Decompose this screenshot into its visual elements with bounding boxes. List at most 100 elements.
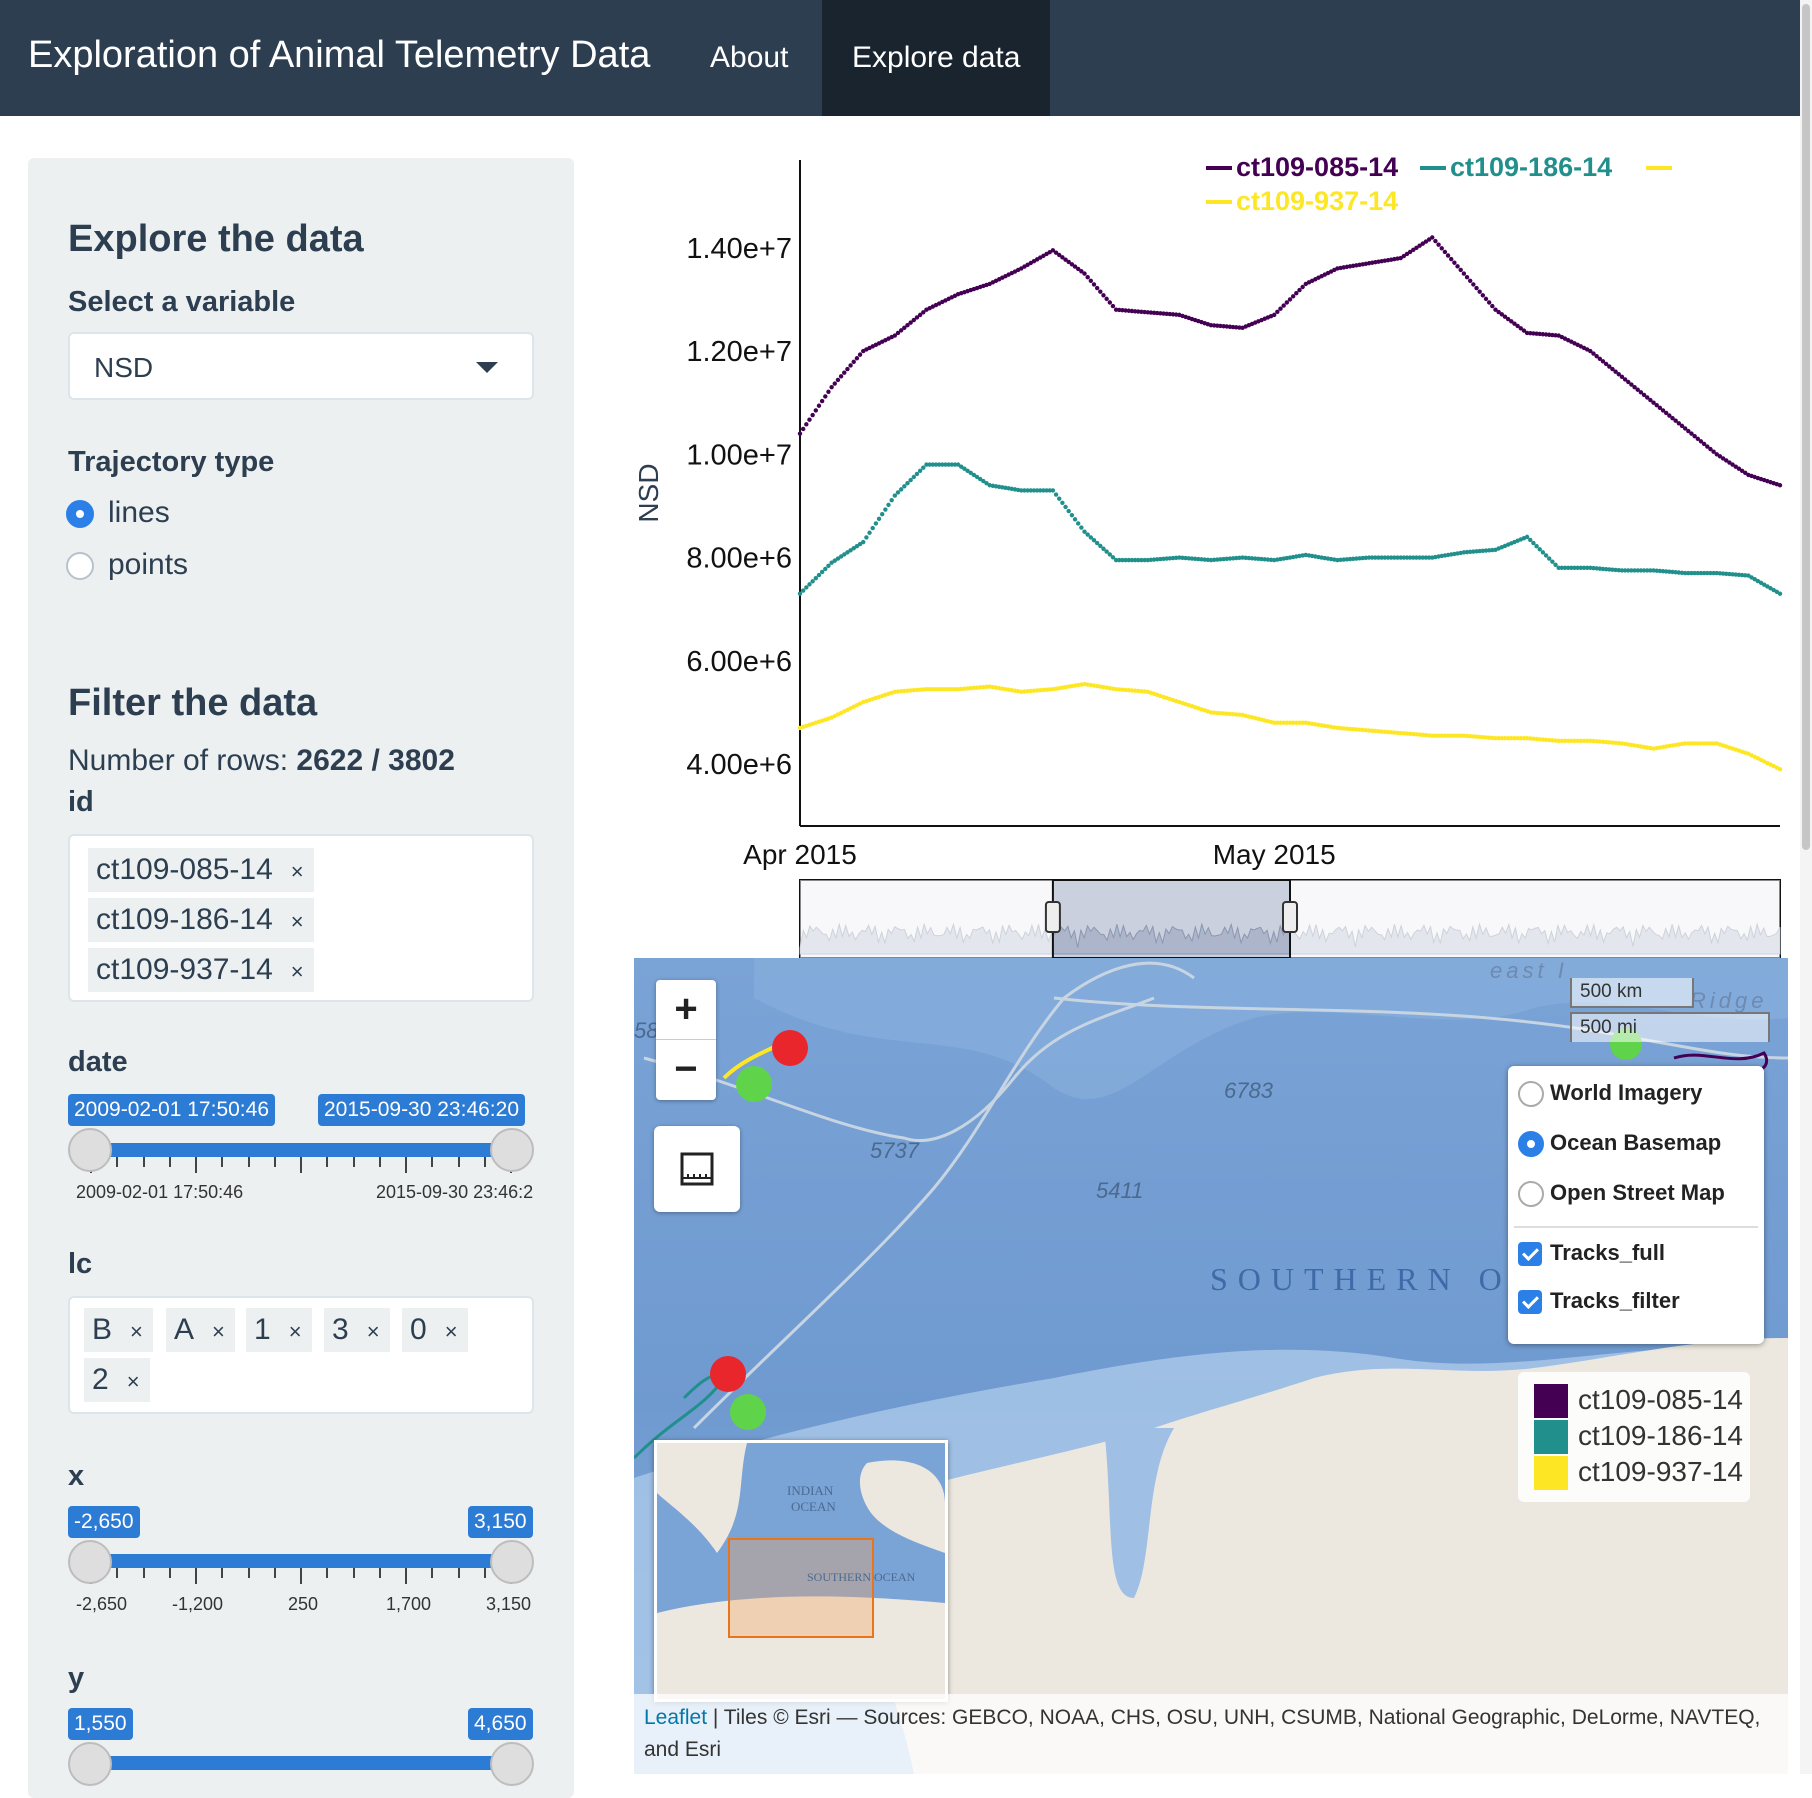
basemap-osm[interactable]: Open Street Map [1518,1180,1725,1208]
data-point [1445,733,1451,738]
leaflet-link[interactable]: Leaflet [644,1706,708,1729]
data-point [968,470,973,476]
date-slider-handle-to[interactable] [490,1128,534,1172]
tracks-map[interactable]: 6783 5737 5411 58 SOUTHERN O Ridge east … [634,958,1788,1774]
y-slider-track[interactable] [90,1756,510,1770]
data-point [1458,733,1463,738]
nsd-plot[interactable]: 1.40e+7 1.20e+7 1.00e+7 8.00e+6 6.00e+6 4.00e… [633,150,1800,960]
page-scrollbar-thumb[interactable] [1802,4,1810,850]
radio-icon[interactable] [1518,1181,1544,1208]
x-from-badge: -2,650 [68,1506,140,1538]
y-slider-handle-from[interactable] [68,1742,112,1786]
minimap[interactable]: INDIAN OCEAN SOUTHERN OCEAN [654,1440,948,1702]
data-point [1724,458,1729,463]
x-slider-handle-from[interactable] [68,1540,112,1584]
remove-icon[interactable]: × [212,1319,225,1344]
data-point [1493,307,1498,312]
id-multiselect[interactable]: ct109-085-14 × ct109-186-14 × ct109-937-14… [68,834,534,1002]
remove-icon[interactable]: × [290,959,304,984]
checkbox-icon[interactable] [1518,1290,1542,1315]
range-handle[interactable] [1282,901,1298,933]
x-slider-track[interactable] [90,1554,510,1568]
checkbox-icon[interactable] [1518,1242,1542,1267]
radio-points-label[interactable]: points [108,548,189,581]
data-point [854,356,860,361]
tab-about[interactable]: About [710,41,789,74]
x-slider-handle-to[interactable] [490,1540,534,1584]
remove-icon[interactable]: × [130,1319,143,1344]
data-point [1091,282,1097,287]
slider-tick [116,1568,119,1578]
data-point [851,546,856,551]
remove-icon[interactable]: × [366,1319,380,1344]
radio-icon[interactable] [1518,1081,1544,1108]
id-chip[interactable]: ct109-186-14 × [88,898,314,942]
lc-chip[interactable]: 1 × [246,1308,312,1352]
range-window[interactable] [1051,879,1291,959]
track-start-marker[interactable] [736,1066,772,1102]
data-point [845,550,850,555]
data-point [1433,733,1438,738]
radio-icon[interactable] [1518,1131,1544,1158]
slider-tick [142,1157,145,1167]
remove-icon[interactable]: × [290,909,304,934]
data-point [1603,739,1609,745]
basemap-ocean[interactable]: Ocean Basemap [1518,1130,1721,1158]
zoom-in-button[interactable]: + [656,980,716,1040]
data-point [1294,720,1299,725]
lc-chip[interactable]: 0 × [402,1308,468,1352]
id-chip[interactable]: ct109-085-14 × [88,848,314,892]
legend-entry: ct109-937-14 [1236,186,1398,216]
radio-points[interactable] [66,552,94,580]
date-slider-handle-from[interactable] [68,1128,112,1172]
track-end-marker[interactable] [710,1356,746,1392]
overlay-tracks-filter[interactable]: Tracks_filter [1518,1288,1680,1315]
minimap-viewport[interactable] [728,1538,874,1638]
track-start-marker[interactable] [730,1394,766,1430]
remove-icon[interactable]: × [444,1319,458,1344]
remove-icon[interactable]: × [126,1369,140,1394]
data-point [1534,736,1539,742]
basemap-world-imagery[interactable]: World Imagery [1518,1080,1702,1108]
data-point [1082,529,1087,534]
remove-icon[interactable]: × [288,1319,302,1344]
track-end-marker[interactable] [772,1030,808,1066]
slider-tick [195,1568,197,1584]
radio-lines[interactable] [66,500,94,528]
data-point [936,686,942,692]
range-mask-left [800,880,1053,958]
id-chip[interactable]: ct109-937-14 × [88,948,314,992]
data-point [1565,565,1571,571]
data-point [1518,326,1523,331]
trajectory-label: Trajectory type [68,446,275,478]
tab-explore-data[interactable]: Explore data [822,0,1051,116]
data-point [959,686,964,692]
lc-multiselect[interactable]: B × A × 1 × 3 × 0 × 2 × [68,1296,534,1414]
remove-icon[interactable]: × [290,859,304,884]
lc-chip[interactable]: 2 × [84,1358,150,1402]
data-point [1626,379,1631,385]
lc-chip[interactable]: A × [166,1308,235,1352]
data-point [1493,736,1498,741]
data-point [1509,736,1514,741]
measure-button[interactable] [654,1126,740,1212]
date-slider-track[interactable] [90,1143,510,1157]
lc-chip[interactable]: 3 × [324,1308,390,1352]
variable-select[interactable]: NSD [68,332,534,400]
y-slider-handle-to[interactable] [490,1742,534,1786]
data-point [1411,731,1416,737]
data-point [1417,243,1422,248]
lc-chip[interactable]: B × [84,1308,153,1352]
nsd-chart-svg[interactable]: 1.40e+7 1.20e+7 1.00e+7 8.00e+6 6.00e+6 4.00e… [633,150,1800,960]
range-handle[interactable] [1044,901,1061,933]
data-point [1192,556,1198,562]
data-point [1113,307,1119,312]
data-point [1170,312,1176,317]
radio-lines-label[interactable]: lines [108,496,170,529]
data-point [1085,532,1090,537]
data-point [1471,282,1476,287]
data-point [1262,557,1267,562]
data-point [1145,557,1150,563]
zoom-out-button[interactable]: − [674,1047,698,1091]
overlay-tracks-full[interactable]: Tracks_full [1518,1240,1665,1267]
